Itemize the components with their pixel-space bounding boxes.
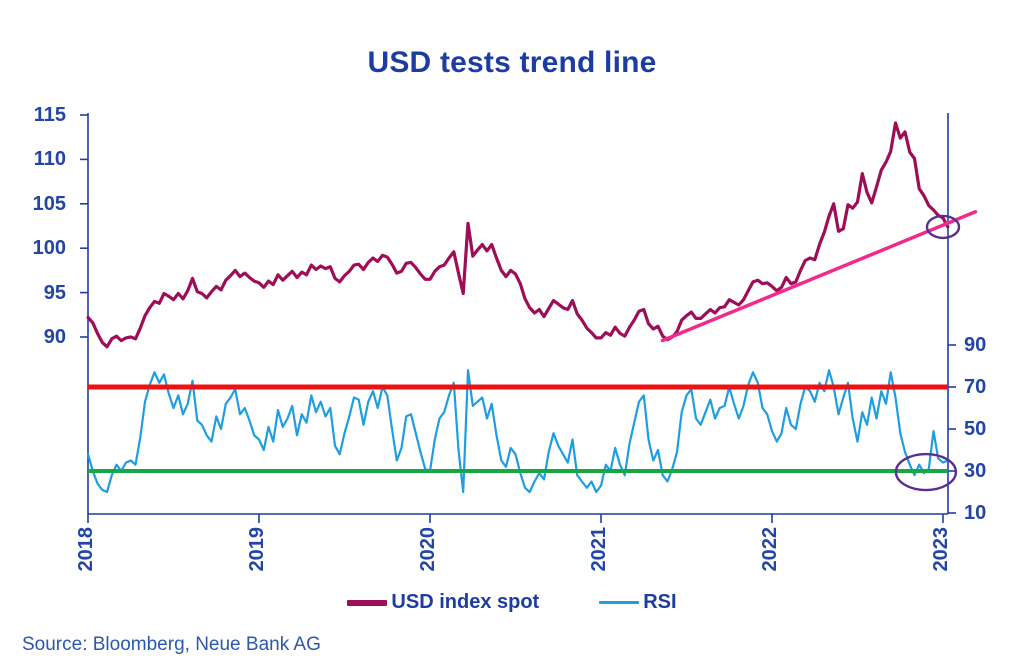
legend-swatch-rsi	[599, 601, 640, 604]
chart-title: USD tests trend line	[367, 46, 657, 79]
y-axis-right-tick-label: 30	[964, 460, 987, 482]
legend-item-usd-index: USD index spot	[347, 591, 539, 614]
y-axis-right-tick-label: 90	[964, 334, 987, 356]
legend-label-rsi: RSI	[643, 591, 677, 613]
y-axis-left-tick-label: 105	[32, 192, 66, 215]
y-axis-right-tick-label: 70	[964, 376, 987, 398]
y-axis-right-tick-label: 50	[964, 418, 987, 440]
rsi-oversold-circle	[894, 452, 958, 492]
legend-label-usd-index: USD index spot	[391, 591, 540, 613]
x-axis-tick-label: 2022	[759, 527, 781, 572]
price-trendline-touch-circle	[925, 214, 961, 240]
rsi-line	[86, 369, 949, 494]
x-axis-tick-label: 2019	[246, 527, 268, 572]
usd-trend-line	[660, 210, 978, 343]
x-axis-tick-label: 2021	[588, 527, 610, 572]
legend-item-rsi: RSI	[599, 591, 677, 614]
source-note: Source: Bloomberg, Neue Bank AG	[22, 634, 321, 655]
legend-swatch-usd-index	[347, 599, 388, 606]
usd-index-line	[86, 121, 950, 349]
x-axis-tick-label: 2023	[930, 527, 952, 572]
y-axis-left-tick-label: 95	[43, 281, 66, 304]
y-axis-left-tick-label: 115	[33, 104, 66, 126]
y-axis-left-tick-label: 90	[43, 326, 66, 348]
y-axis-right-tick-label: 10	[964, 502, 987, 524]
legend: USD index spot RSI	[0, 591, 1024, 614]
x-axis-tick-label: 2020	[417, 527, 439, 572]
y-axis-left-tick-label: 100	[32, 237, 66, 260]
x-axis-tick-label: 2018	[75, 527, 97, 572]
y-axis-left-tick-label: 110	[33, 148, 66, 171]
